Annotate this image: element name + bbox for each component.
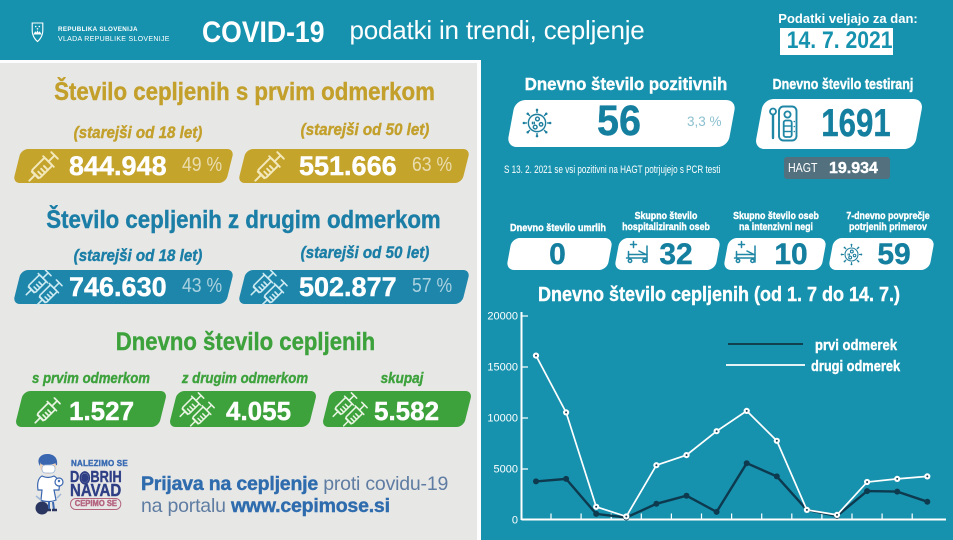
svg-text:20000: 20000 — [487, 311, 518, 323]
svg-text:15000: 15000 — [487, 362, 518, 374]
svg-text:0: 0 — [512, 515, 518, 527]
svg-text:10000: 10000 — [487, 413, 518, 425]
svg-text:5000: 5000 — [494, 464, 518, 476]
